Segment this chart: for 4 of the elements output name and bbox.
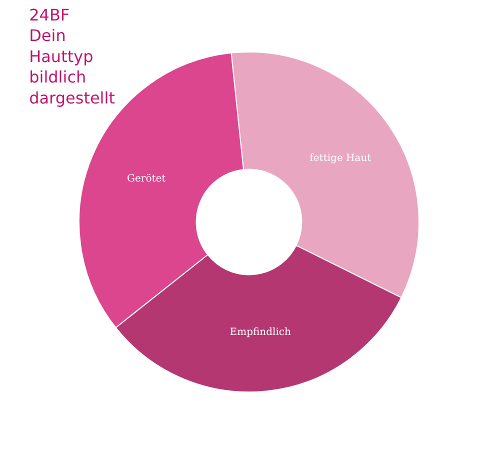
chart-title: 24BF Dein Hauttyp bildlich dargestellt (29, 5, 115, 108)
slice-label: fettige Haut (310, 152, 372, 164)
slice-label: Gerötet (127, 173, 166, 184)
slice-label: Empfindlich (230, 327, 292, 338)
